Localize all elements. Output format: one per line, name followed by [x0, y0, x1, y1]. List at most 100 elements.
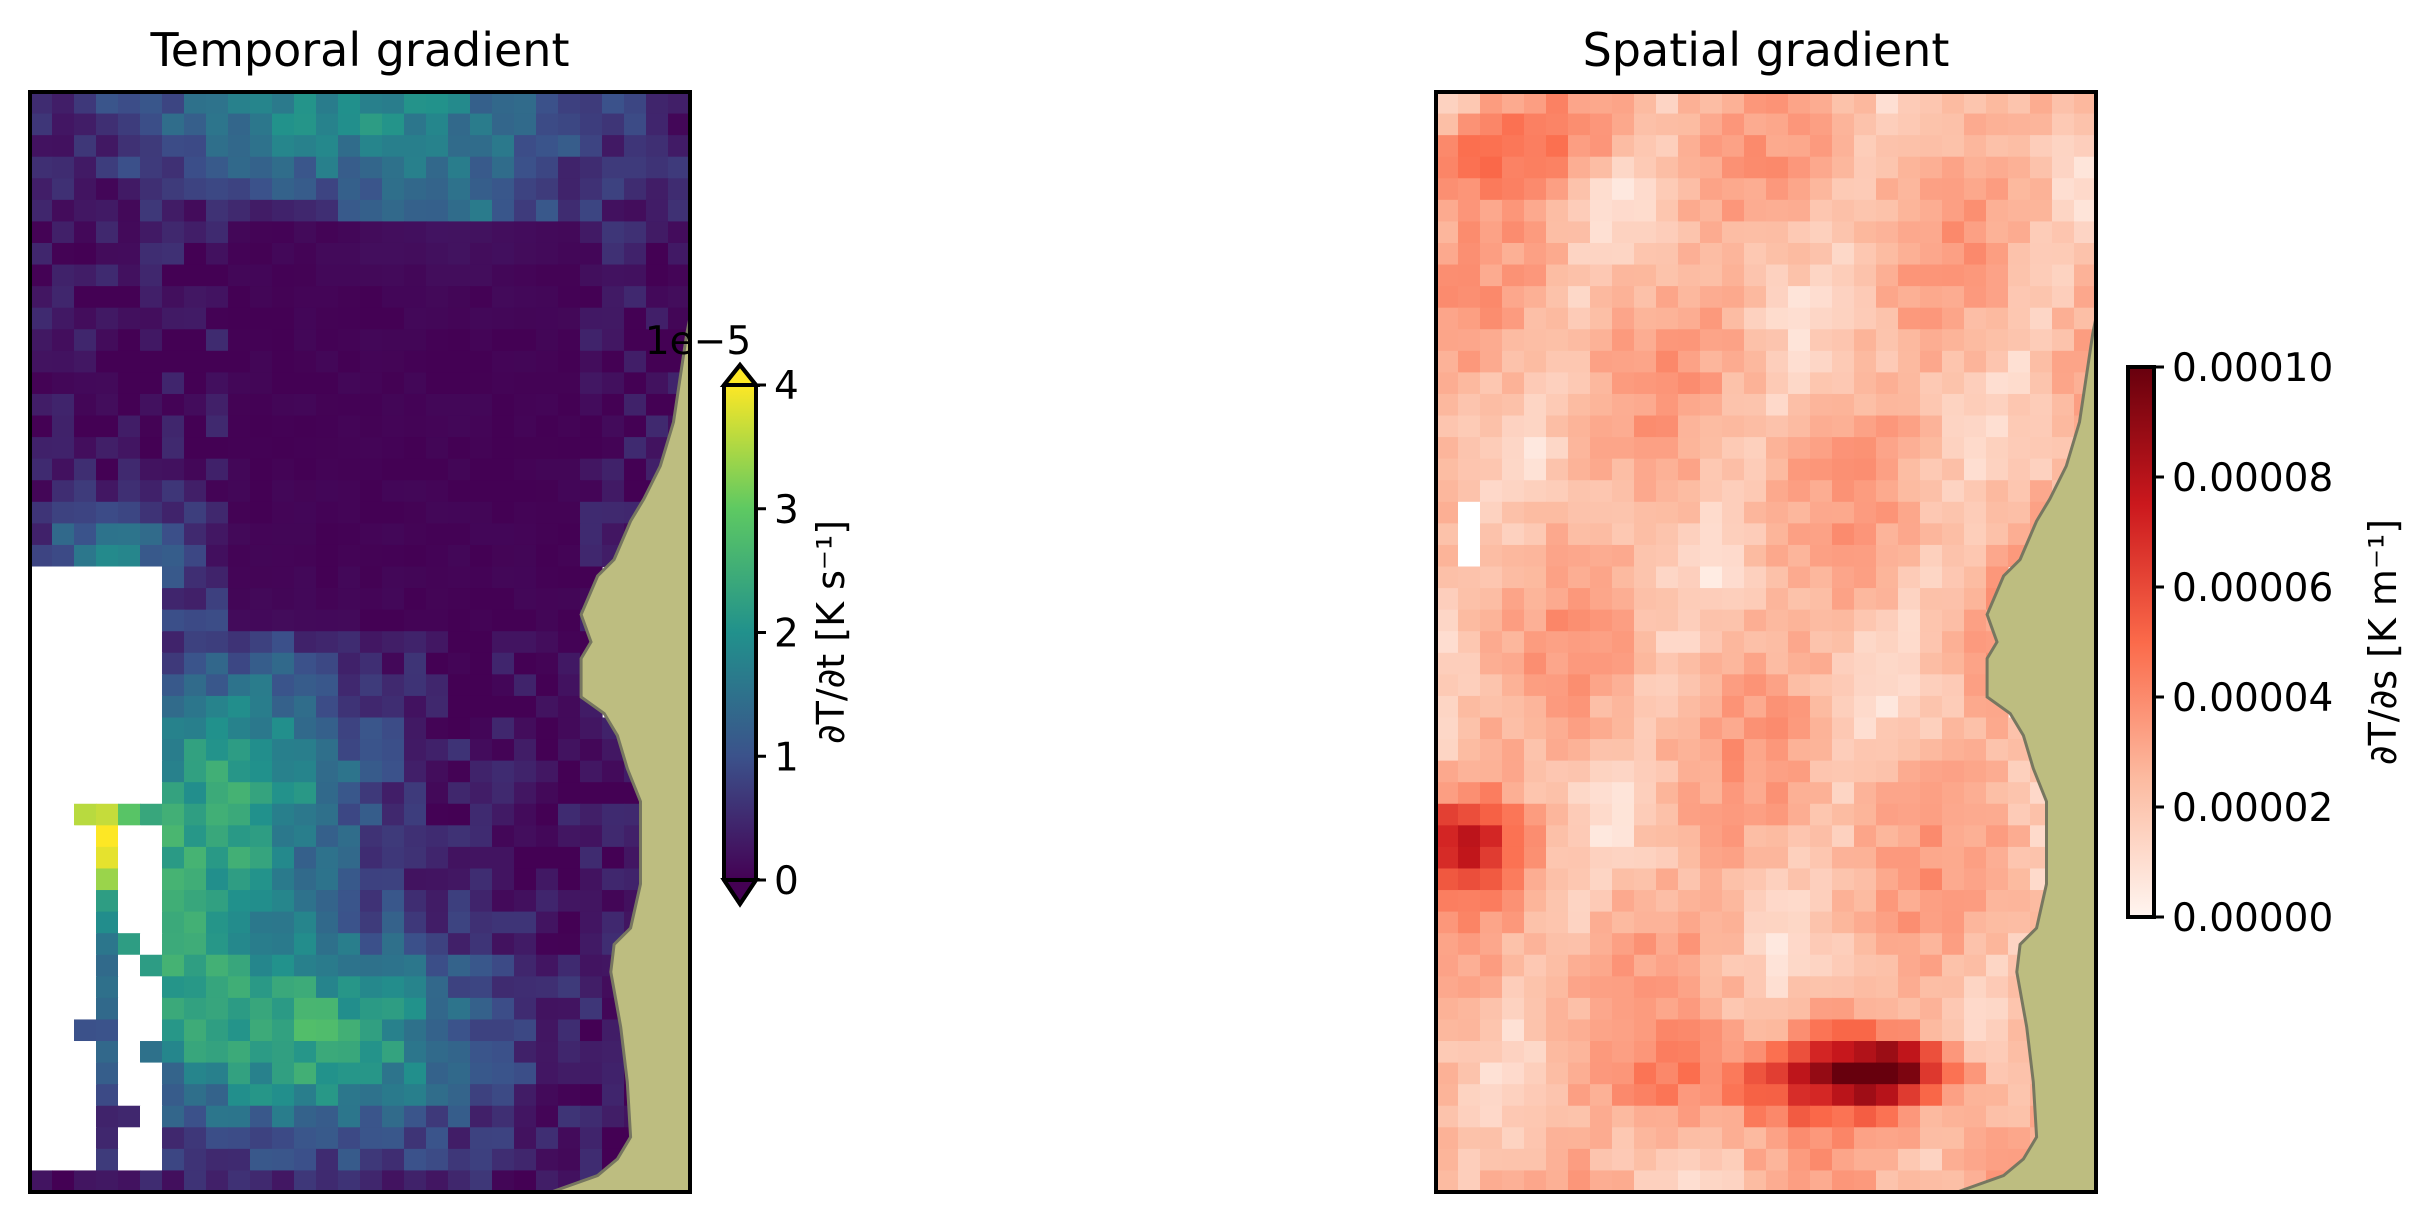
temporal-cell — [382, 760, 405, 783]
spatial-cell — [1788, 674, 1811, 697]
temporal-cell — [294, 1170, 317, 1192]
temporal-cell — [404, 458, 427, 481]
spatial-cell — [1854, 674, 1877, 697]
temporal-cell — [514, 350, 537, 373]
spatial-cell — [2008, 329, 2031, 352]
temporal-cell — [96, 1062, 119, 1085]
temporal-cell — [536, 1084, 559, 1107]
temporal-cell — [338, 523, 361, 546]
temporal-cell — [30, 1084, 53, 1107]
spatial-cell — [1942, 1019, 1965, 1042]
temporal-cell — [448, 1062, 471, 1085]
temporal-cell — [360, 135, 383, 158]
temporal-cell — [470, 933, 493, 956]
temporal-cell — [558, 372, 581, 395]
temporal-cell — [492, 1148, 515, 1172]
spatial-cell — [1700, 803, 1723, 826]
temporal-cell — [470, 1019, 493, 1042]
spatial-cell — [1480, 652, 1503, 675]
spatial-cell — [1810, 954, 1833, 977]
temporal-cell — [250, 890, 273, 913]
temporal-cell — [206, 264, 229, 287]
spatial-cell — [1876, 1127, 1899, 1150]
temporal-cell — [338, 652, 361, 675]
spatial-gradient-panel: Spatial gradient — [1434, 23, 2098, 1194]
temporal-cell — [668, 178, 690, 201]
temporal-cell — [316, 1062, 339, 1085]
spatial-cell — [1436, 933, 1459, 956]
temporal-cell — [52, 544, 75, 568]
spatial-cell — [1898, 911, 1921, 934]
temporal-cell — [140, 631, 163, 654]
temporal-cell — [514, 544, 537, 568]
spatial-cell — [2074, 307, 2096, 330]
temporal-cell — [162, 264, 185, 287]
spatial-cell — [1678, 695, 1701, 719]
temporal-cell — [52, 286, 75, 309]
temporal-cell — [404, 997, 427, 1021]
spatial-cell — [1436, 890, 1459, 913]
spatial-cell — [1458, 652, 1481, 675]
temporal-cell — [426, 997, 449, 1021]
temporal-cell — [30, 113, 53, 136]
temporal-cell — [140, 652, 163, 675]
temporal-cell — [30, 437, 53, 460]
temporal-cell — [580, 221, 603, 244]
temporal-cell — [514, 393, 537, 417]
spatial-cell — [1986, 739, 2009, 762]
temporal-cell — [140, 242, 163, 266]
spatial-cell — [1766, 631, 1789, 654]
spatial-cell — [1502, 760, 1525, 783]
spatial-cell — [1876, 307, 1899, 330]
spatial-cell — [1964, 1148, 1987, 1172]
spatial-cell — [1656, 135, 1679, 158]
temporal-cell — [52, 480, 75, 503]
spatial-cell — [1920, 501, 1943, 524]
temporal-cell — [184, 242, 207, 266]
temporal-cell — [360, 113, 383, 136]
temporal-cell — [338, 501, 361, 524]
temporal-cell — [184, 92, 207, 115]
temporal-cell — [338, 178, 361, 201]
temporal-cell — [228, 199, 251, 223]
temporal-cell — [448, 976, 471, 999]
temporal-cell — [206, 609, 229, 632]
spatial-cell — [1590, 933, 1613, 956]
spatial-cell — [1898, 1105, 1921, 1128]
spatial-cell — [1700, 739, 1723, 762]
spatial-cell — [1920, 1084, 1943, 1107]
spatial-cell — [1480, 437, 1503, 460]
temporal-cell — [382, 437, 405, 460]
temporal-cell — [514, 933, 537, 956]
temporal-cell — [294, 717, 317, 740]
temporal-cell — [118, 782, 141, 805]
spatial-cell — [1964, 652, 1987, 675]
spatial-cell — [2008, 501, 2031, 524]
spatial-cell — [1458, 739, 1481, 762]
temporal-cell — [338, 1084, 361, 1107]
spatial-cell — [2008, 242, 2031, 266]
temporal-cell — [96, 458, 119, 481]
spatial-cell — [1700, 350, 1723, 373]
spatial-cell — [1546, 609, 1569, 632]
spatial-cell — [1986, 135, 2009, 158]
temporal-cell — [30, 242, 53, 266]
spatial-cell — [1502, 1105, 1525, 1128]
spatial-colorbar-ticks: 0.000000.000020.000040.000060.000080.000… — [2154, 346, 2333, 941]
temporal-cell — [404, 933, 427, 956]
temporal-cell — [316, 631, 339, 654]
spatial-cell — [1876, 372, 1899, 395]
spatial-cell — [1766, 415, 1789, 438]
spatial-cell — [1634, 350, 1657, 373]
temporal-cell — [382, 113, 405, 136]
spatial-cell — [1832, 911, 1855, 934]
spatial-cell — [1920, 523, 1943, 546]
temporal-cell — [206, 868, 229, 891]
spatial-cell — [1744, 242, 1767, 266]
spatial-cell — [2030, 393, 2053, 417]
temporal-cell — [250, 652, 273, 675]
spatial-cell — [1612, 1127, 1635, 1150]
temporal-cell — [470, 458, 493, 481]
temporal-cell — [426, 1127, 449, 1150]
temporal-cell — [448, 1148, 471, 1172]
